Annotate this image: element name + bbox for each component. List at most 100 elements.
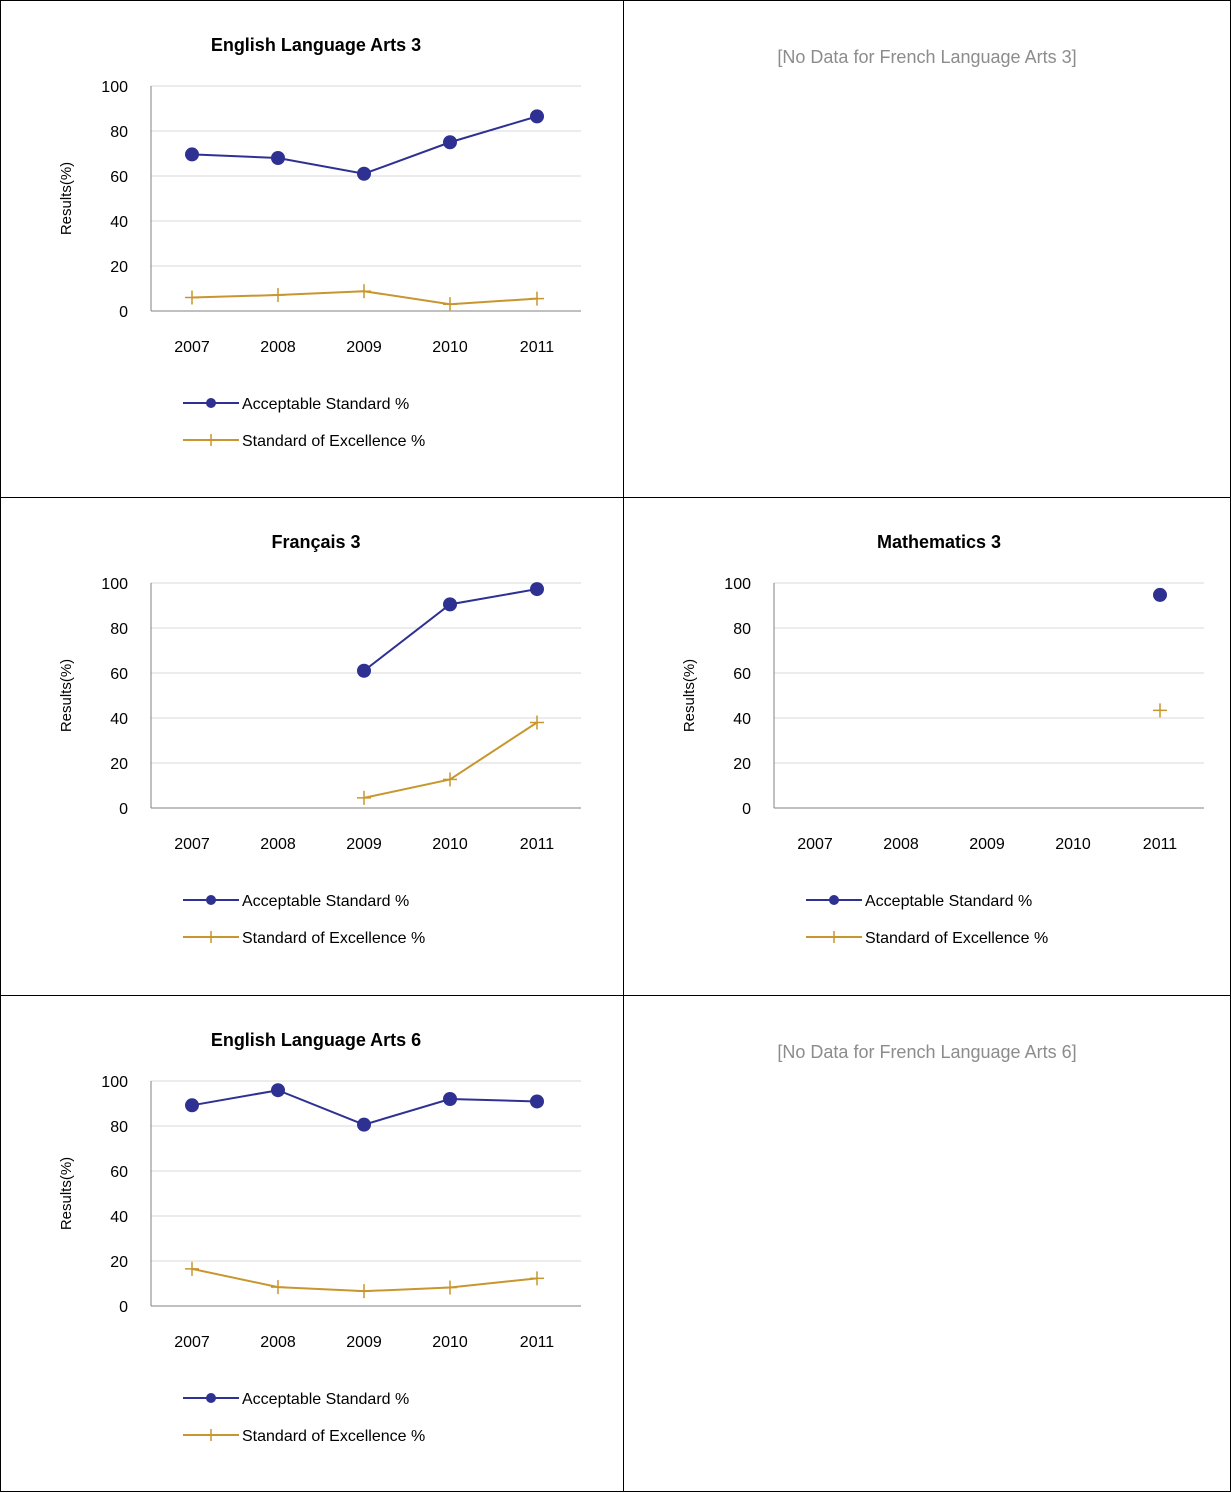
data-point-excellence — [530, 291, 544, 306]
data-point-excellence — [1153, 703, 1167, 718]
y-tick-label: 20 — [733, 756, 751, 773]
no-data-message: [No Data for French Language Arts 6] — [777, 1042, 1077, 1062]
x-tick-label: 2009 — [969, 836, 1005, 853]
x-tick-label: 2008 — [260, 1334, 296, 1351]
x-tick-label: 2010 — [432, 1334, 468, 1351]
data-point-acceptable — [271, 151, 285, 165]
line-chart: Français 3 0 20 40 60 80 100 2007 2008 2009 2010 20… — [58, 532, 581, 947]
x-tick-label: 2010 — [432, 836, 468, 853]
data-point-excellence — [443, 297, 457, 312]
panel-cell: [No Data for French Language Arts 3] — [623, 0, 1231, 497]
x-tick-label: 2011 — [520, 339, 555, 356]
legend-label: Acceptable Standard % — [242, 893, 409, 910]
x-tick-label: 2011 — [520, 836, 555, 853]
y-tick-label: 80 — [110, 124, 128, 141]
y-tick-label: 0 — [119, 304, 128, 321]
y-tick-label: 40 — [733, 711, 751, 728]
line-chart: Mathematics 3 0 20 40 60 80 100 2007 2008 2009 201… — [681, 532, 1204, 947]
legend-label: Standard of Excellence % — [242, 433, 425, 450]
x-tick-label: 2008 — [260, 339, 296, 356]
y-tick-label: 20 — [110, 1254, 128, 1271]
x-tick-label: 2008 — [883, 836, 919, 853]
data-point-acceptable — [185, 147, 199, 162]
panel-cell: English Language Arts 6 0 20 40 60 80 100 2007 2… — [0, 995, 623, 1492]
data-point-acceptable — [357, 663, 371, 678]
data-point-acceptable — [443, 135, 457, 150]
x-tick-label: 2009 — [346, 1334, 382, 1351]
panel-cell: Français 3 0 20 40 60 80 100 2007 2008 2009 2010 20… — [0, 497, 623, 995]
legend-label: Standard of Excellence % — [242, 930, 425, 947]
data-point-excellence — [271, 288, 285, 303]
panel-cell: [No Data for French Language Arts 6] — [623, 995, 1231, 1492]
data-point-excellence — [530, 715, 544, 730]
line-chart: English Language Arts 3 0 20 40 60 80 100 2007 2… — [58, 35, 581, 450]
series-line — [191, 115, 538, 175]
data-point-excellence — [443, 772, 457, 787]
chart-title: English Language Arts 3 — [211, 35, 421, 55]
legend-marker-circle — [829, 895, 839, 905]
y-tick-label: 60 — [733, 666, 751, 683]
y-tick-label: 0 — [119, 801, 128, 818]
y-axis-title: Results(%) — [58, 1157, 75, 1230]
x-tick-label: 2008 — [260, 836, 296, 853]
y-tick-label: 0 — [119, 1299, 128, 1316]
legend-label: Acceptable Standard % — [242, 1391, 409, 1408]
data-point-acceptable — [357, 166, 371, 181]
data-point-excellence — [271, 1280, 285, 1295]
data-point-excellence — [357, 1284, 371, 1299]
y-tick-label: 80 — [733, 621, 751, 638]
data-point-acceptable — [530, 109, 544, 124]
x-tick-label: 2007 — [174, 339, 210, 356]
y-tick-label: 0 — [742, 801, 751, 818]
x-tick-label: 2011 — [520, 1334, 555, 1351]
data-point-acceptable — [357, 1117, 371, 1132]
data-point-excellence — [357, 790, 371, 805]
line-chart: English Language Arts 6 0 20 40 60 80 100 2007 2… — [58, 1030, 581, 1445]
y-tick-label: 60 — [110, 1164, 128, 1181]
data-point-acceptable — [530, 1094, 544, 1109]
x-tick-label: 2007 — [797, 836, 833, 853]
y-axis-title: Results(%) — [58, 659, 75, 732]
y-tick-label: 80 — [110, 621, 128, 638]
legend-marker-circle — [206, 398, 216, 408]
y-tick-label: 100 — [101, 576, 128, 593]
x-tick-label: 2010 — [1055, 836, 1091, 853]
no-data-message: [No Data for French Language Arts 3] — [777, 47, 1077, 67]
chart-title: Mathematics 3 — [877, 532, 1001, 552]
data-point-excellence — [357, 284, 371, 299]
y-tick-label: 40 — [110, 1209, 128, 1226]
y-tick-label: 100 — [101, 1074, 128, 1091]
data-point-excellence — [443, 1280, 457, 1295]
data-point-acceptable — [1153, 587, 1167, 602]
y-tick-label: 20 — [110, 259, 128, 276]
y-tick-label: 60 — [110, 169, 128, 186]
y-tick-label: 40 — [110, 214, 128, 231]
data-point-acceptable — [185, 1098, 199, 1113]
x-tick-label: 2007 — [174, 836, 210, 853]
data-point-excellence — [530, 1271, 544, 1286]
chart-title: English Language Arts 6 — [211, 1030, 421, 1050]
panel-cell: English Language Arts 3 0 20 40 60 80 100 2007 2… — [0, 0, 623, 497]
x-tick-label: 2011 — [1143, 836, 1178, 853]
y-tick-label: 100 — [101, 79, 128, 96]
data-point-acceptable — [271, 1083, 285, 1098]
legend-label: Standard of Excellence % — [865, 930, 1048, 947]
x-tick-label: 2009 — [346, 339, 382, 356]
y-tick-label: 100 — [724, 576, 751, 593]
data-point-excellence — [185, 1261, 199, 1276]
legend-label: Standard of Excellence % — [242, 1428, 425, 1445]
y-axis-title: Results(%) — [58, 162, 75, 235]
legend-marker-circle — [206, 895, 216, 905]
data-point-acceptable — [443, 1092, 457, 1106]
panel-cell: Mathematics 3 0 20 40 60 80 100 2007 2008 2009 201… — [623, 497, 1231, 995]
y-tick-label: 20 — [110, 756, 128, 773]
x-tick-label: 2007 — [174, 1334, 210, 1351]
y-axis-title: Results(%) — [681, 659, 698, 732]
y-tick-label: 60 — [110, 666, 128, 683]
data-point-acceptable — [443, 597, 457, 612]
y-tick-label: 40 — [110, 711, 128, 728]
series-line — [363, 721, 538, 799]
legend-marker-circle — [206, 1393, 216, 1403]
x-tick-label: 2009 — [346, 836, 382, 853]
